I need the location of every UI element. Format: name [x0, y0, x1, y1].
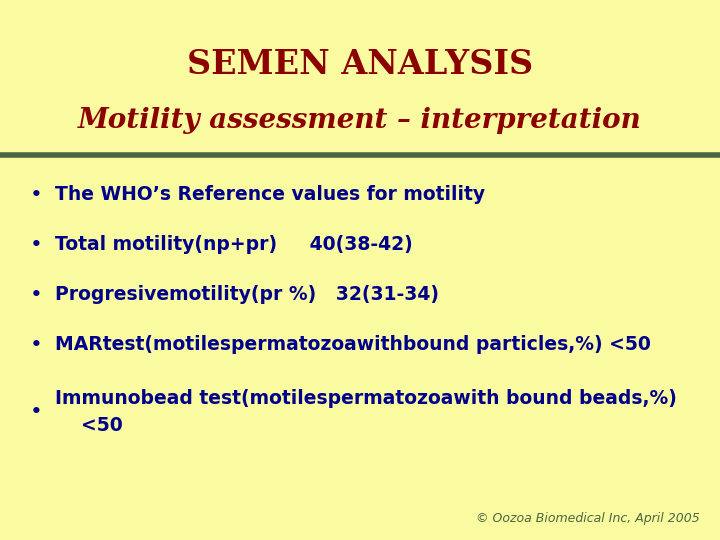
Text: •: •: [30, 402, 42, 422]
Text: Motility assessment – interpretation: Motility assessment – interpretation: [78, 106, 642, 133]
Text: •: •: [30, 185, 42, 205]
Text: •: •: [30, 335, 42, 355]
Text: Progresivemotility(pr %)   32(31-34): Progresivemotility(pr %) 32(31-34): [55, 286, 439, 305]
Text: •: •: [30, 235, 42, 255]
Text: Immunobead test(motilespermatozoawith bound beads,%)
    <50: Immunobead test(motilespermatozoawith bo…: [55, 389, 677, 435]
Text: Total motility(np+pr)     40(38-42): Total motility(np+pr) 40(38-42): [55, 235, 413, 254]
Text: SEMEN ANALYSIS: SEMEN ANALYSIS: [187, 49, 533, 82]
Text: •: •: [30, 285, 42, 305]
Text: The WHO’s Reference values for motility: The WHO’s Reference values for motility: [55, 186, 485, 205]
Text: MARtest(motilespermatozoawithbound particles,%) <50: MARtest(motilespermatozoawithbound parti…: [55, 335, 651, 354]
Text: © Oozoa Biomedical Inc, April 2005: © Oozoa Biomedical Inc, April 2005: [476, 512, 700, 525]
